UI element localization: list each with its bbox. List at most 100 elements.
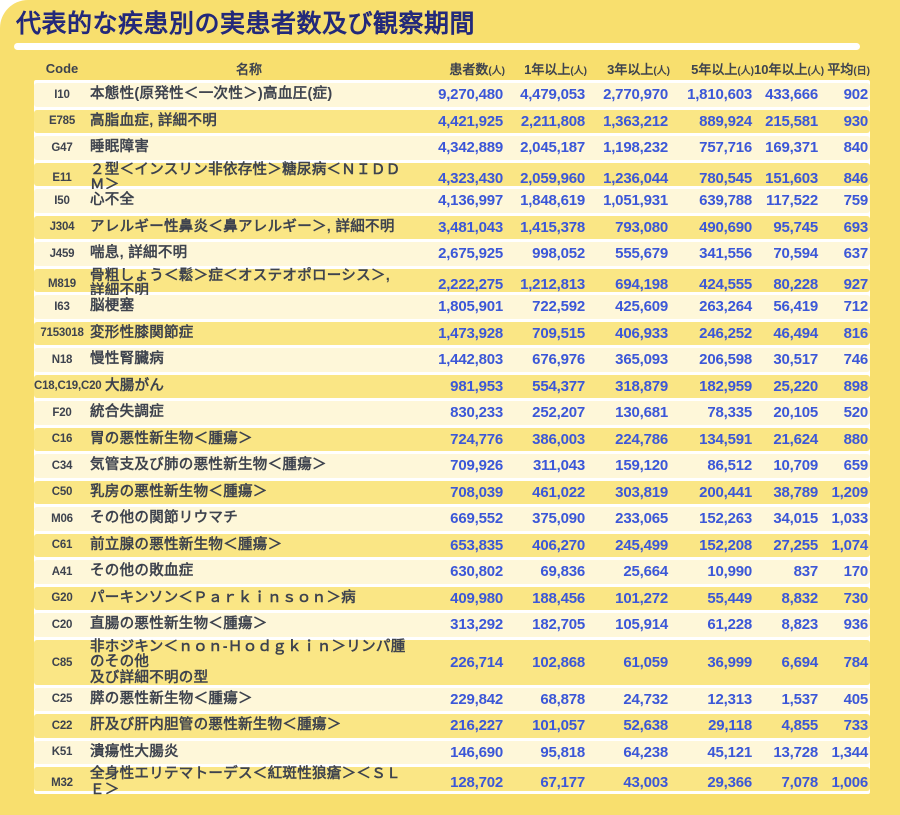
row-code: M819 bbox=[48, 278, 76, 290]
row-10year: 95,745 bbox=[773, 218, 818, 236]
row-5year: 152,208 bbox=[699, 536, 752, 554]
row-1year: 69,836 bbox=[540, 563, 585, 581]
table-row: C18,C19,C20 大腸がん 981,953 554,377 318,879… bbox=[34, 374, 870, 398]
table-row: M819 骨粗しょう＜鬆＞症＜オステオポローシス＞, 詳細不明 2,222,27… bbox=[34, 268, 870, 299]
row-code: J304 bbox=[49, 221, 75, 234]
table-row: M06 その他の関節リウマチ 669,552 375,090 233,065 1… bbox=[34, 507, 870, 531]
row-5year: 10,990 bbox=[707, 563, 752, 581]
row-average: 1,074 bbox=[831, 536, 868, 554]
row-10year: 10,709 bbox=[773, 457, 818, 475]
table-row: E785 高脂血症, 詳細不明 4,421,925 2,211,808 1,36… bbox=[34, 109, 870, 133]
row-code: N18 bbox=[51, 353, 73, 366]
row-1year: 375,090 bbox=[532, 510, 585, 528]
header-10year: 10年以上(人) bbox=[754, 59, 824, 78]
row-10year: 21,624 bbox=[773, 430, 818, 448]
row-10year: 215,581 bbox=[765, 112, 818, 130]
row-10year: 34,015 bbox=[773, 510, 818, 528]
row-3year: 555,679 bbox=[615, 245, 668, 263]
row-10year: 38,789 bbox=[773, 483, 818, 501]
row-5year: 341,556 bbox=[699, 245, 752, 263]
row-name: 潰瘍性大腸炎 bbox=[90, 743, 179, 760]
row-code: K51 bbox=[51, 746, 73, 759]
row-10year: 151,603 bbox=[765, 169, 818, 187]
row-3year: 303,819 bbox=[615, 483, 668, 501]
row-average: 816 bbox=[843, 324, 869, 342]
row-code: C34 bbox=[51, 459, 73, 472]
row-patients: 669,552 bbox=[450, 510, 503, 528]
row-1year: 4,479,053 bbox=[520, 86, 585, 104]
row-1year: 102,868 bbox=[532, 654, 585, 672]
row-10year: 30,517 bbox=[773, 351, 818, 369]
row-5year: 182,959 bbox=[699, 377, 752, 395]
row-average: 1,344 bbox=[831, 743, 868, 761]
row-name: 心不全 bbox=[90, 192, 135, 208]
row-3year: 245,499 bbox=[615, 536, 668, 554]
row-10year: 1,537 bbox=[781, 690, 818, 708]
row-name: 喘息, 詳細不明 bbox=[90, 245, 188, 261]
row-code: C61 bbox=[51, 539, 73, 552]
row-10year: 8,832 bbox=[781, 589, 818, 607]
row-patients: 830,233 bbox=[450, 404, 503, 422]
row-1year: 67,177 bbox=[540, 774, 585, 791]
row-name: 全身性エリテマトーデス＜紅斑性狼瘡＞＜ＳＬＥ＞ bbox=[90, 766, 401, 798]
row-patients: 981,953 bbox=[450, 377, 503, 395]
row-patients: 146,690 bbox=[450, 743, 503, 761]
header-code-label: Code bbox=[45, 60, 79, 76]
row-code: C50 bbox=[51, 486, 73, 499]
row-name: 変形性膝関節症 bbox=[90, 324, 194, 341]
row-name: 睡眠障害 bbox=[90, 139, 150, 155]
row-patients: 4,136,997 bbox=[438, 192, 503, 210]
table-row: J304 アレルギー性鼻炎＜鼻アレルギー＞, 詳細不明 3,481,043 1,… bbox=[34, 215, 870, 239]
row-patients: 1,473,928 bbox=[438, 324, 503, 342]
row-1year: 2,211,808 bbox=[520, 112, 585, 130]
row-average: 936 bbox=[843, 616, 869, 634]
row-name: 骨粗しょう＜鬆＞症＜オステオポローシス＞, 詳細不明 bbox=[90, 267, 391, 299]
row-1year: 709,515 bbox=[532, 324, 585, 342]
table-row: G47 睡眠障害 4,342,889 2,045,187 1,198,232 7… bbox=[34, 136, 870, 160]
header-1year-unit: (人) bbox=[570, 65, 587, 77]
row-patients: 409,980 bbox=[450, 589, 503, 607]
row-average: 746 bbox=[843, 351, 869, 369]
row-patients: 3,481,043 bbox=[438, 218, 503, 236]
row-1year: 406,270 bbox=[532, 536, 585, 554]
row-10year: 56,419 bbox=[773, 298, 818, 316]
row-code: C85 bbox=[51, 656, 73, 669]
table-row: N18 慢性腎臓病 1,442,803 676,976 365,093 206,… bbox=[34, 348, 870, 372]
row-3year: 365,093 bbox=[615, 351, 668, 369]
row-5year: 45,121 bbox=[707, 743, 752, 761]
row-10year: 433,666 bbox=[765, 86, 818, 104]
row-3year: 130,681 bbox=[615, 404, 668, 422]
table-row: F20 統合失調症 830,233 252,207 130,681 78,335… bbox=[34, 401, 870, 425]
row-patients: 1,442,803 bbox=[438, 351, 503, 369]
table-row: I50 心不全 4,136,997 1,848,619 1,051,931 63… bbox=[34, 189, 870, 213]
row-average: 902 bbox=[843, 86, 869, 104]
row-10year: 6,694 bbox=[781, 654, 818, 672]
row-1year: 2,045,187 bbox=[520, 139, 585, 157]
header-3year-unit: (人) bbox=[653, 65, 670, 77]
row-10year: 27,255 bbox=[773, 536, 818, 554]
row-1year: 461,022 bbox=[532, 483, 585, 501]
row-name: アレルギー性鼻炎＜鼻アレルギー＞, 詳細不明 bbox=[90, 218, 395, 235]
row-3year: 105,914 bbox=[615, 616, 668, 634]
row-code: A41 bbox=[51, 565, 73, 578]
row-1year: 311,043 bbox=[533, 457, 585, 475]
row-code: M06 bbox=[51, 512, 73, 525]
row-code: F20 bbox=[52, 406, 72, 419]
row-5year: 263,264 bbox=[699, 298, 752, 316]
table-row: M32 全身性エリテマトーデス＜紅斑性狼瘡＞＜ＳＬＥ＞ 128,702 67,1… bbox=[34, 766, 870, 797]
row-5year: 1,810,603 bbox=[687, 86, 752, 104]
header-name-label: 名称 bbox=[235, 61, 262, 77]
row-average: 784 bbox=[843, 654, 869, 672]
table-row: C50 乳房の悪性新生物＜腫瘍＞ 708,039 461,022 303,819… bbox=[34, 480, 870, 504]
row-3year: 224,786 bbox=[615, 430, 668, 448]
row-code: E11 bbox=[52, 172, 72, 184]
row-code: I63 bbox=[54, 300, 70, 313]
row-patients: 313,292 bbox=[450, 616, 503, 634]
row-name: 脳梗塞 bbox=[90, 298, 135, 314]
row-patients: 630,802 bbox=[450, 563, 503, 581]
row-average: 170 bbox=[843, 563, 869, 581]
row-code: M32 bbox=[51, 776, 73, 789]
row-name: 本態性(原発性＜一次性＞)高血圧(症) bbox=[90, 86, 333, 102]
row-1year: 68,878 bbox=[540, 690, 585, 708]
table-row: C85 非ホジキン＜ｎｏｎ‐Ｈｏｄｇｋｉｎ＞リンパ腫のその他 及び詳細不明の型 … bbox=[34, 639, 870, 685]
